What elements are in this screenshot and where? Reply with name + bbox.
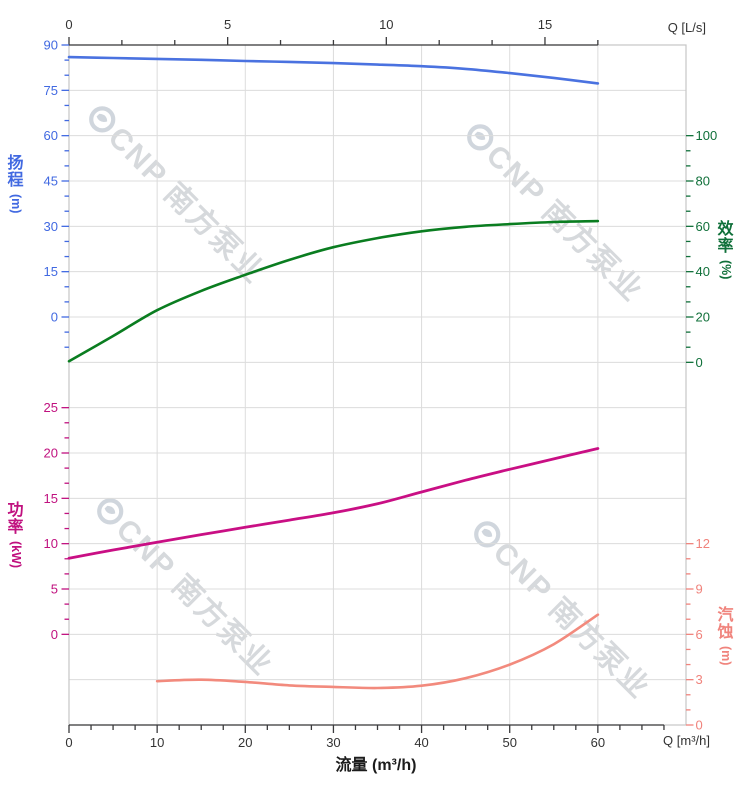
head-axis-tick-label: 60 (44, 128, 58, 143)
watermark: CNP 南方泵业 (467, 124, 650, 309)
npsh-curve (155, 613, 600, 690)
power-curve (67, 447, 600, 560)
power-axis-tick-label: 10 (44, 536, 58, 551)
power-axis-unit: (kW) (9, 541, 23, 569)
efficiency-axis-title-char: 率 (717, 238, 734, 255)
cnp-logo-icon (474, 521, 501, 548)
top-axis (68, 37, 599, 46)
npsh-axis-ticks (686, 543, 694, 726)
cnp-logo-icon (96, 113, 108, 122)
efficiency-axis-title: 效 率 (%) (717, 221, 734, 279)
bottom-axis-tick-label: 60 (591, 735, 605, 750)
watermark: CNP 南方泵业 (97, 498, 281, 683)
watermark-text: CNP 南方泵业 (102, 120, 273, 291)
head-curve (67, 55, 600, 85)
npsh-axis-tick-label: 9 (696, 582, 703, 597)
efficiency-axis-ticks (686, 135, 694, 363)
efficiency-curve (67, 219, 600, 363)
efficiency-axis-unit: (%) (719, 260, 733, 280)
npsh-axis-tick-label: 6 (696, 627, 703, 642)
bottom-axis-tick-label: 40 (414, 735, 428, 750)
top-axis-tick-label: 10 (379, 17, 393, 32)
head-axis-tick-label: 30 (44, 219, 58, 234)
top-axis-tick-label: 5 (224, 17, 231, 32)
efficiency-axis-tick-label: 60 (696, 219, 710, 234)
efficiency-axis-tick-label: 80 (696, 174, 710, 189)
head-axis-title: 扬 程 (m) (7, 155, 24, 213)
bottom-axis (68, 724, 665, 733)
npsh-axis-title-char: 蚀 (717, 624, 734, 641)
efficiency-axis-title-char: 效 (717, 221, 734, 238)
bottom-axis-unit-label: Q [m³/h] (663, 733, 710, 748)
cnp-logo-icon (104, 505, 116, 514)
head-axis-tick-label: 15 (44, 264, 58, 279)
power-axis-title-char: 功 (7, 502, 24, 519)
npsh-axis-unit: (m) (719, 646, 733, 666)
head-axis-tick-label: 0 (51, 310, 58, 325)
power-axis-tick-label: 0 (51, 627, 58, 642)
watermark: CNP 南方泵业 (89, 106, 273, 291)
cnp-logo-icon (97, 498, 124, 525)
cnp-logo-icon (474, 131, 486, 140)
cnp-logo-icon (467, 124, 494, 151)
npsh-axis-title: 汽 蚀 (m) (717, 607, 734, 665)
bottom-axis-tick-label: 20 (238, 735, 252, 750)
efficiency-axis-tick-label: 0 (696, 355, 703, 370)
power-axis-tick-label: 15 (44, 491, 58, 506)
power-axis-tick-label: 25 (44, 400, 58, 415)
top-axis-tick-label: 15 (538, 17, 552, 32)
npsh-axis-tick-label: 0 (696, 718, 703, 733)
power-axis-title: 功 率 (kW) (7, 502, 24, 568)
efficiency-axis-tick-label: 20 (696, 310, 710, 325)
bottom-axis-tick-label: 30 (326, 735, 340, 750)
npsh-axis-title-char: 汽 (717, 607, 734, 624)
bottom-axis-tick-label: 0 (65, 735, 72, 750)
efficiency-axis-tick-label: 100 (696, 128, 718, 143)
power-axis-tick-label: 5 (51, 582, 58, 597)
npsh-axis-tick-label: 3 (696, 672, 703, 687)
bottom-axis-tick-label: 10 (150, 735, 164, 750)
head-axis-tick-label: 45 (44, 174, 58, 189)
npsh-axis-tick-label: 12 (696, 536, 710, 551)
watermark-text: CNP 南方泵业 (110, 512, 281, 683)
flow-axis-title: 流量 (m³/h) (335, 757, 417, 774)
head-axis-tick-label: 75 (44, 83, 58, 98)
efficiency-axis-tick-label: 40 (696, 264, 710, 279)
head-axis-title-char: 扬 (7, 155, 24, 172)
power-axis-tick-label: 20 (44, 446, 58, 461)
head-axis-tick-label: 90 (44, 38, 58, 53)
power-axis-ticks (61, 407, 69, 635)
power-axis-title-char: 率 (7, 519, 24, 536)
cnp-logo-icon (481, 528, 493, 537)
cnp-logo-icon (89, 106, 116, 133)
top-axis-unit-label: Q [L/s] (667, 20, 706, 35)
head-axis-unit: (m) (9, 194, 23, 214)
bottom-axis-tick-label: 50 (502, 735, 516, 750)
head-axis-ticks (61, 44, 69, 348)
top-axis-tick-label: 0 (65, 17, 72, 32)
head-axis-title-char: 程 (7, 172, 24, 189)
